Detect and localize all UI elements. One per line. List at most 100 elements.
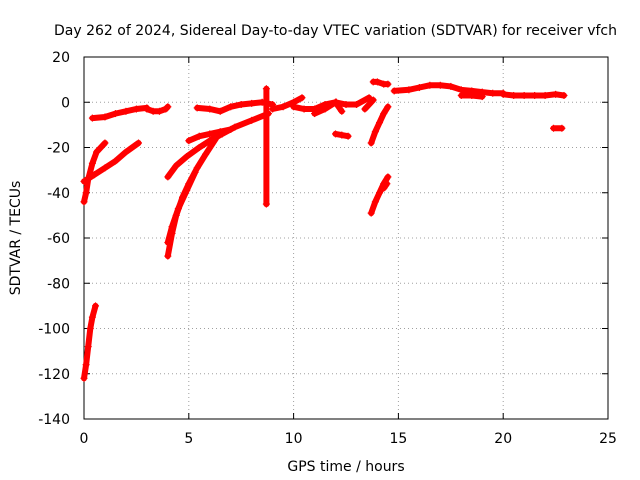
data-point: [80, 374, 88, 382]
data-point: [193, 104, 201, 112]
data-point: [172, 211, 180, 219]
data-point: [86, 325, 94, 332]
data-point: [206, 105, 214, 113]
series-band-arc-3: [81, 140, 142, 185]
data-point: [193, 164, 201, 172]
data-point: [82, 189, 90, 197]
data-point: [489, 89, 497, 97]
data-point: [383, 180, 391, 188]
data-point: [290, 103, 298, 111]
x-tick-label: 15: [389, 431, 407, 447]
data-point: [369, 96, 377, 104]
data-point: [134, 139, 142, 147]
y-axis-label: SDTVAR / TECUs: [8, 181, 24, 296]
data-point: [164, 239, 172, 247]
data-point: [384, 173, 392, 181]
data-point: [101, 164, 109, 172]
data-point: [195, 132, 203, 140]
data-point: [332, 130, 340, 138]
data-point: [206, 130, 214, 138]
tick-layer: 0 5 10 15 20 25 -140 -120 -100 -80 -60 -40 -20 0 20: [38, 50, 617, 447]
x-tick-label: 0: [80, 431, 89, 447]
data-point: [183, 186, 191, 194]
data-point: [111, 157, 119, 165]
y-tick-label: -20: [47, 141, 70, 157]
data-point: [321, 105, 329, 113]
data-point: [101, 139, 109, 147]
data-point: [298, 94, 306, 102]
data-point: [168, 223, 176, 231]
y-tick-label: -80: [47, 276, 70, 292]
data-point: [80, 198, 88, 206]
data-point: [174, 205, 182, 213]
data-point: [300, 105, 308, 113]
data-point: [164, 252, 172, 260]
data-point: [262, 200, 270, 208]
data-point: [206, 137, 214, 145]
data-point: [510, 91, 518, 99]
data-point: [552, 90, 560, 98]
data-point: [149, 107, 157, 115]
data-point: [143, 105, 151, 113]
data-point: [80, 177, 88, 185]
data-point: [373, 78, 381, 86]
data-point: [122, 148, 130, 156]
data-point: [311, 110, 319, 118]
data-point: [84, 175, 92, 183]
series-band-arc-13: [311, 98, 345, 117]
data-point: [405, 86, 413, 94]
data-point: [352, 101, 360, 109]
series-layer: [80, 78, 568, 382]
data-point: [168, 229, 176, 237]
data-point: [426, 81, 434, 89]
data-point: [258, 98, 266, 106]
chart-title: Day 262 of 2024, Sidereal Day-to-day VTE…: [54, 23, 617, 39]
data-point: [88, 159, 96, 167]
series-band-arc-11: [269, 94, 305, 112]
data-point: [279, 103, 287, 111]
plot-frame: [83, 56, 609, 420]
data-point: [342, 101, 350, 109]
data-point: [101, 113, 109, 121]
data-point: [371, 198, 379, 206]
data-point: [88, 114, 96, 122]
data-point: [227, 103, 235, 111]
data-point: [384, 103, 392, 111]
data-point: [84, 343, 92, 351]
data-point: [338, 107, 346, 115]
data-point: [195, 144, 203, 151]
data-point: [338, 131, 346, 139]
data-point: [92, 302, 100, 310]
y-tick-label: -60: [47, 231, 70, 247]
data-point: [457, 91, 465, 99]
y-tick-label: -40: [47, 186, 70, 202]
data-point: [332, 98, 340, 106]
y-tick-label: -100: [38, 322, 70, 338]
data-point: [380, 110, 388, 118]
data-point: [499, 90, 507, 98]
data-point: [164, 103, 172, 111]
series-band-arc-8: [164, 110, 272, 180]
x-tick-label: 10: [285, 431, 303, 447]
data-point: [436, 81, 444, 89]
data-point: [111, 110, 119, 118]
data-point: [560, 91, 568, 99]
data-point: [531, 91, 539, 99]
data-point: [365, 101, 373, 109]
data-point: [376, 119, 384, 127]
data-point: [155, 107, 163, 115]
data-point: [216, 128, 224, 136]
data-point: [361, 105, 369, 113]
data-point: [183, 153, 191, 161]
data-point: [212, 134, 220, 142]
data-point: [380, 184, 388, 192]
data-point: [172, 162, 180, 170]
data-point: [371, 128, 379, 136]
data-point: [237, 101, 245, 109]
data-point: [468, 91, 476, 99]
data-point: [185, 137, 193, 145]
data-point: [231, 123, 239, 131]
y-tick-label: 0: [61, 95, 70, 111]
data-point: [191, 168, 199, 176]
